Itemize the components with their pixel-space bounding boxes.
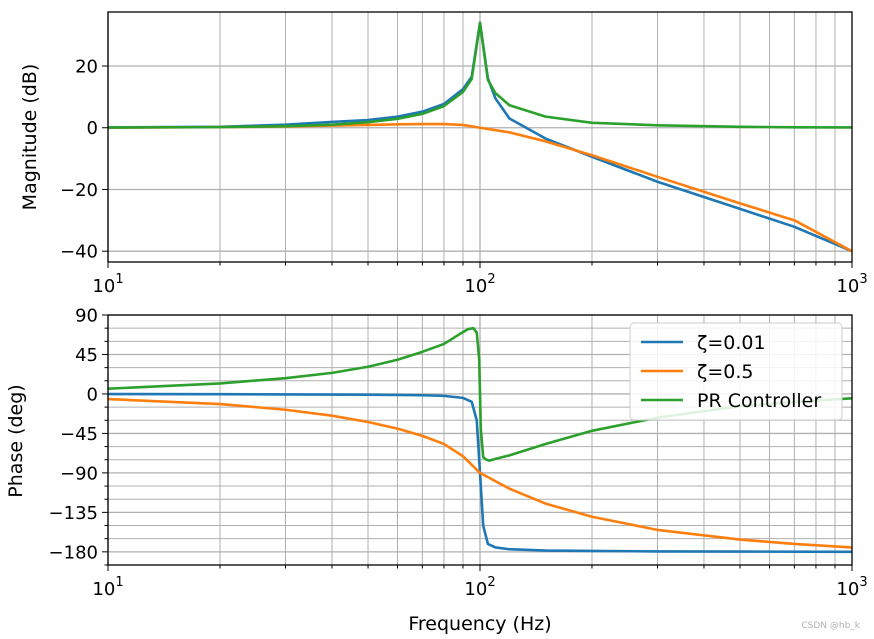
legend-label-2: PR Controller — [697, 390, 821, 412]
series-line-2 — [108, 21, 852, 129]
legend-box — [629, 322, 843, 421]
y-tick-label: 0 — [87, 118, 98, 139]
legend: ζ=0.01 ζ=0.5 PR Controller — [629, 322, 843, 421]
x-tick-label: 101 — [92, 575, 123, 600]
magnitude-ylabel: Magnitude (dB) — [19, 64, 41, 211]
magnitude-grid — [107, 12, 852, 262]
y-tick-label: −135 — [49, 503, 98, 524]
magnitude-lines — [108, 21, 852, 253]
x-tick-label: 103 — [836, 575, 867, 600]
x-tick-label: 102 — [464, 575, 495, 600]
y-tick-label: −40 — [60, 242, 98, 263]
y-tick-label: −45 — [60, 424, 98, 445]
y-tick-label: 0 — [87, 384, 98, 405]
legend-entries: ζ=0.01 ζ=0.5 PR Controller — [641, 332, 821, 412]
y-tick-label: −20 — [60, 180, 98, 201]
y-tick-label: 90 — [75, 306, 98, 327]
phase-plot: −180 −135 −90 −45 0 45 90 101 102 103 Phase (deg)… — [5, 306, 868, 636]
phase-lines — [108, 326, 852, 554]
magnitude-ticks: −40 −20 0 20 101 102 103 — [60, 57, 868, 297]
y-tick-label: −180 — [49, 542, 98, 563]
series-line-1 — [108, 397, 852, 549]
x-tick-label: 101 — [92, 272, 123, 297]
y-tick-label: 45 — [75, 345, 98, 366]
x-tick-label: 102 — [464, 272, 495, 297]
watermark: CSDN @hb_k — [801, 621, 860, 631]
legend-label-0: ζ=0.01 — [697, 332, 766, 354]
phase-xlabel: Frequency (Hz) — [408, 613, 551, 635]
x-tick-label: 103 — [836, 272, 867, 297]
legend-label-1: ζ=0.5 — [697, 361, 753, 383]
y-tick-label: 20 — [75, 57, 98, 78]
series-line-2 — [108, 326, 852, 462]
magnitude-plot: −40 −20 0 20 101 102 103 Magnitude (dB) — [19, 11, 868, 297]
phase-ylabel: Phase (deg) — [5, 384, 27, 497]
y-tick-label: −90 — [60, 463, 98, 484]
phase-ticks: −180 −135 −90 −45 0 45 90 101 102 103 — [49, 306, 868, 601]
